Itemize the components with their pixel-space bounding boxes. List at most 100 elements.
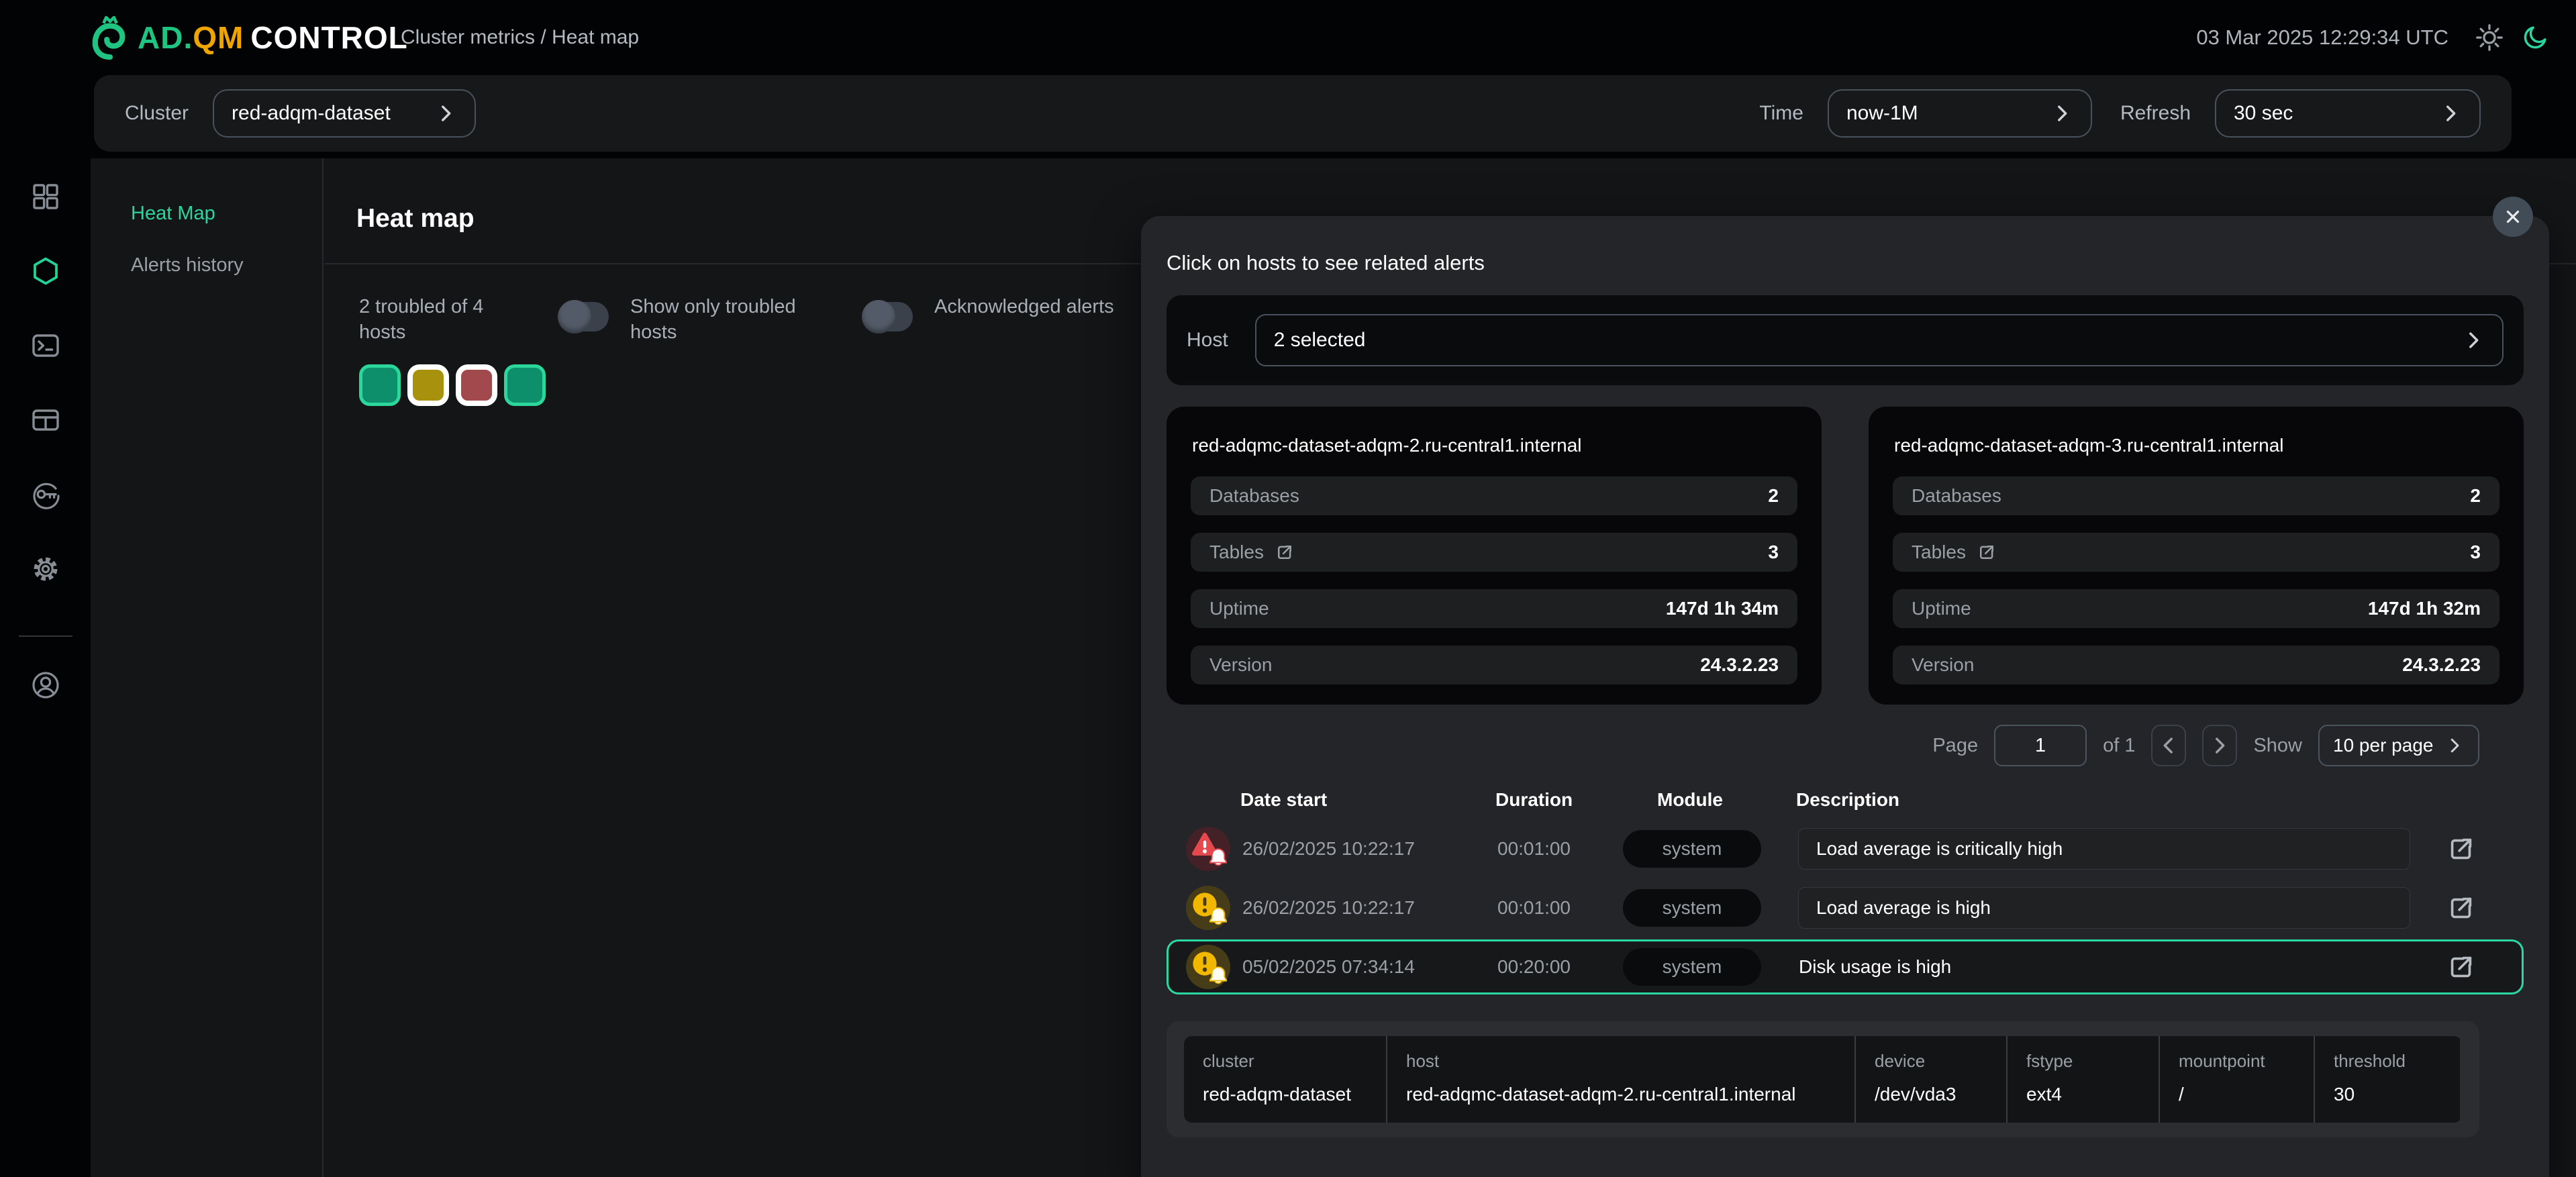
show-label: Show: [2253, 734, 2302, 756]
acknowledged-toggle-group: Acknowledged alerts: [862, 294, 1122, 334]
detail-mountpoint: mountpoint /: [2159, 1036, 2314, 1123]
nav-item-heat-map[interactable]: Heat Map: [131, 203, 215, 224]
host-card-adqm-2: red-adqmc-dataset-adqm-2.ru-central1.int…: [1167, 407, 1822, 705]
time-select-value: now-1M: [1846, 102, 1918, 124]
host-card-adqm-3: red-adqmc-dataset-adqm-3.ru-central1.int…: [1869, 407, 2524, 705]
nav-item-alerts-history[interactable]: Alerts history: [131, 254, 244, 276]
host-label: Host: [1187, 329, 1228, 351]
alert-duration: 00:01:00: [1497, 838, 1571, 859]
show-troubled-toggle-group: Show only troubled hosts: [558, 294, 818, 345]
logo-text: AD. QM CONTROL: [138, 20, 408, 55]
host-square-1-ok[interactable]: [359, 364, 401, 406]
host-multiselect-value: 2 selected: [1273, 329, 1366, 351]
critical-alert-icon: [1186, 827, 1230, 871]
next-page-button[interactable]: [2202, 725, 2238, 766]
per-page-select[interactable]: 10 per page: [2318, 725, 2479, 766]
host-filter-bar: Host 2 selected: [1167, 295, 2524, 385]
time-select[interactable]: now-1M: [1827, 89, 2092, 138]
time-field: Time now-1M: [1759, 89, 2092, 138]
refresh-select[interactable]: 30 sec: [2215, 89, 2481, 138]
warning-alert-icon: [1186, 945, 1230, 989]
chevron-right-icon: [2439, 102, 2462, 125]
prev-page-button[interactable]: [2151, 725, 2187, 766]
header-duration: Duration: [1495, 789, 1573, 810]
uptime-row: Uptime 147d 1h 34m: [1191, 589, 1797, 628]
open-alert-external-link-icon[interactable]: [2446, 892, 2477, 923]
host-square-2-warning-selected[interactable]: [407, 364, 449, 406]
panel-title: Click on hosts to see related alerts: [1167, 251, 1485, 274]
alert-row-warning-selected[interactable]: 05/02/2025 07:34:14 00:20:00 system Disk…: [1167, 939, 2524, 994]
alert-description: Disk usage is high: [1799, 956, 1952, 977]
time-label: Time: [1759, 102, 1803, 124]
acknowledged-toggle[interactable]: [862, 300, 913, 334]
tables-icon[interactable]: [30, 404, 62, 436]
cluster-field: Cluster red-adqm-dataset: [125, 89, 477, 138]
chevron-right-icon: [434, 102, 457, 125]
host-card-title: red-adqmc-dataset-adqm-2.ru-central1.int…: [1192, 435, 1582, 456]
tables-row: Tables 3: [1191, 533, 1797, 572]
close-icon[interactable]: [2493, 197, 2533, 237]
cluster-select[interactable]: red-adqm-dataset: [213, 89, 477, 138]
alert-row-critical[interactable]: 26/02/2025 10:22:17 00:01:00 system Load…: [1167, 821, 2524, 876]
refresh-select-value: 30 sec: [2234, 102, 2293, 124]
datetime-label: 03 Mar 2025 12:29:34 UTC: [2196, 25, 2448, 49]
acknowledged-toggle-label: Acknowledged alerts: [934, 296, 1114, 317]
chevron-right-icon: [2050, 102, 2073, 125]
external-link-icon[interactable]: [1275, 542, 1295, 562]
detail-cluster: cluster red-adqm-dataset: [1184, 1036, 1386, 1123]
dashboard-grid-icon[interactable]: [30, 181, 62, 213]
access-key-icon[interactable]: [30, 478, 62, 511]
toolbar-right: Time now-1M Refresh 30 sec: [1759, 89, 2481, 138]
chevron-right-icon: [2216, 737, 2225, 754]
terminal-icon[interactable]: [30, 329, 62, 362]
page-number-input[interactable]: [1994, 725, 2087, 766]
page-of-label: of 1: [2103, 734, 2136, 756]
toolbar: Cluster red-adqm-dataset Time now-1M Re: [94, 75, 2512, 152]
toggle-knob: [862, 300, 895, 334]
detail-device: device /dev/vda3: [1854, 1036, 2006, 1123]
cluster-label: Cluster: [125, 102, 189, 124]
alert-date: 26/02/2025 10:22:17: [1242, 838, 1415, 859]
open-alert-external-link-icon[interactable]: [2446, 952, 2477, 982]
chevron-right-icon: [2444, 735, 2465, 756]
databases-row: Databases 2: [1893, 476, 2499, 515]
warning-alert-icon: [1186, 886, 1230, 930]
clusters-hexagon-icon[interactable]: [30, 255, 62, 287]
external-link-icon[interactable]: [1977, 542, 1997, 562]
troubled-hosts-summary: 2 troubled of 4 hosts: [359, 296, 484, 343]
sub-navigation: Heat Map Alerts history: [91, 158, 324, 1177]
top-bar: AD. QM CONTROL Cluster metrics / Heat map …: [0, 0, 2576, 75]
detail-fstype: fstype ext4: [2006, 1036, 2159, 1123]
alert-row-warning[interactable]: 26/02/2025 10:22:17 00:01:00 system Load…: [1167, 880, 2524, 935]
settings-gear-icon[interactable]: [30, 553, 62, 585]
host-multiselect[interactable]: 2 selected: [1254, 314, 2504, 366]
alert-details-strip: cluster red-adqm-dataset host red-adqmc-…: [1184, 1036, 2462, 1123]
alert-duration: 00:01:00: [1497, 897, 1571, 918]
chevron-right-icon: [2462, 329, 2485, 352]
alerts-table-header: Date start Duration Module Description: [1167, 782, 2524, 817]
header-module: Module: [1657, 789, 1723, 810]
open-alert-external-link-icon[interactable]: [2446, 833, 2477, 864]
alert-description: Load average is high: [1798, 887, 2410, 929]
light-theme-sun-icon[interactable]: [2474, 22, 2505, 53]
version-row: Version 24.3.2.23: [1191, 646, 1797, 684]
logo-snail-icon: [92, 15, 126, 60]
host-cards: red-adqmc-dataset-adqm-2.ru-central1.int…: [1167, 407, 2524, 705]
user-account-icon[interactable]: [30, 669, 62, 701]
host-square-3-critical-selected[interactable]: [456, 364, 497, 406]
version-row: Version 24.3.2.23: [1893, 646, 2499, 684]
module-badge: system: [1623, 889, 1761, 927]
databases-row: Databases 2: [1191, 476, 1797, 515]
logo[interactable]: AD. QM CONTROL: [91, 11, 408, 64]
show-troubled-toggle[interactable]: [558, 300, 609, 334]
dark-theme-moon-icon[interactable]: [2521, 23, 2549, 52]
header-date-start: Date start: [1240, 789, 1328, 810]
host-square-4-ok[interactable]: [504, 364, 546, 406]
page-title: Heat map: [356, 204, 475, 233]
breadcrumb: Cluster metrics / Heat map: [401, 26, 640, 48]
pagination: Page of 1 Show 10 per page: [1167, 725, 2524, 766]
module-badge: system: [1623, 948, 1761, 986]
host-card-title: red-adqmc-dataset-adqm-3.ru-central1.int…: [1894, 435, 2284, 456]
topbar-right: 03 Mar 2025 12:29:34 UTC: [2196, 0, 2549, 75]
